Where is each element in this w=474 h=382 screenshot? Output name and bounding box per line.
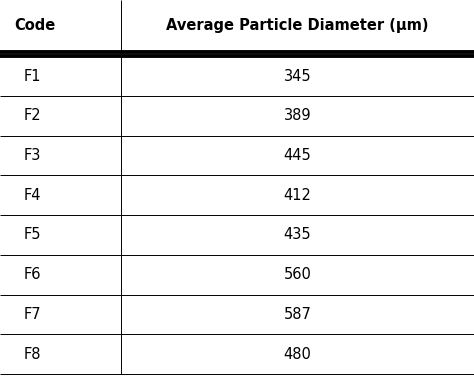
- Text: F3: F3: [24, 148, 41, 163]
- Text: F8: F8: [24, 346, 41, 362]
- Text: F2: F2: [24, 108, 41, 123]
- Text: 345: 345: [283, 68, 311, 84]
- Text: 445: 445: [283, 148, 311, 163]
- Text: F4: F4: [24, 188, 41, 203]
- Text: 389: 389: [283, 108, 311, 123]
- Text: 480: 480: [283, 346, 311, 362]
- Text: Average Particle Diameter (μm): Average Particle Diameter (μm): [166, 18, 428, 33]
- Text: Code: Code: [14, 18, 55, 33]
- Text: F7: F7: [24, 307, 41, 322]
- Text: F6: F6: [24, 267, 41, 282]
- Text: F5: F5: [24, 227, 41, 243]
- Text: 412: 412: [283, 188, 311, 203]
- Text: 435: 435: [283, 227, 311, 243]
- Text: F1: F1: [24, 68, 41, 84]
- Text: 560: 560: [283, 267, 311, 282]
- Text: 587: 587: [283, 307, 311, 322]
